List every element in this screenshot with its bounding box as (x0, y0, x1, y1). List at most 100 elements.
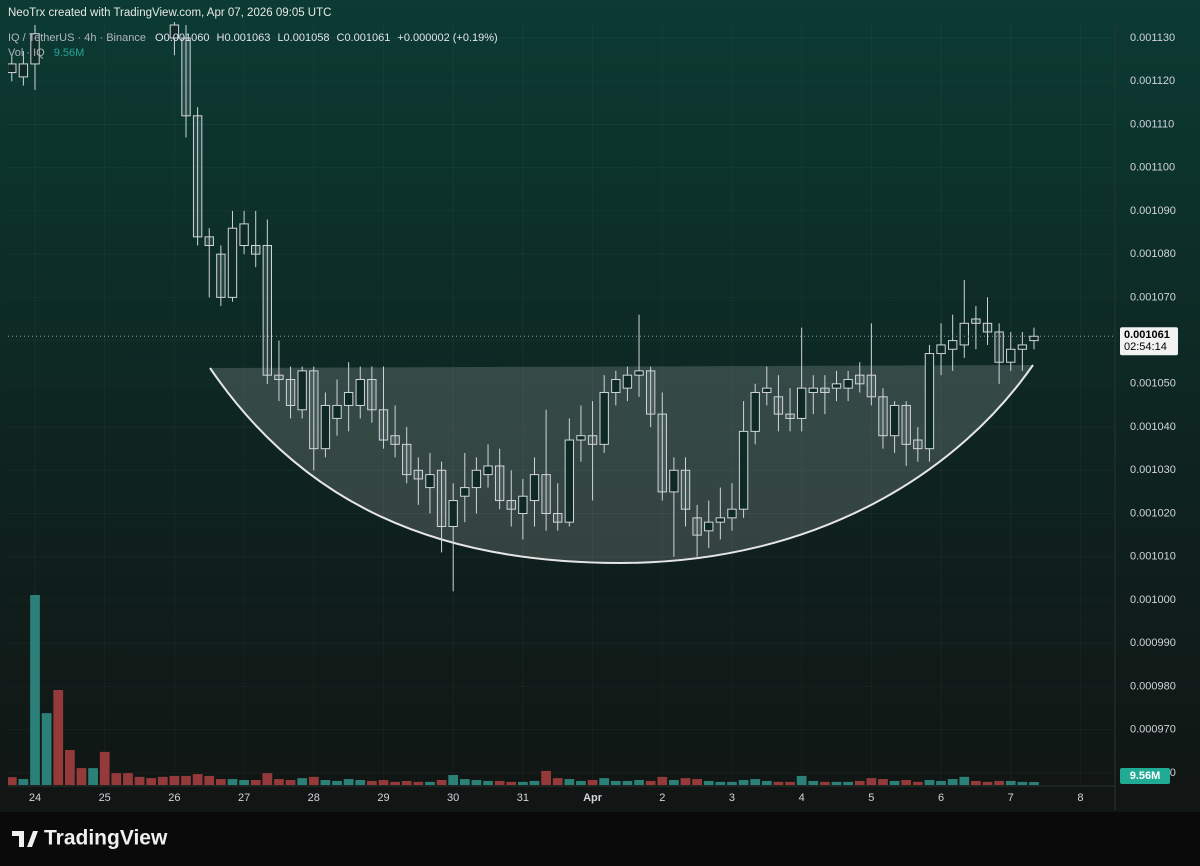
candle-body (285, 379, 296, 406)
volume-bar (134, 776, 145, 785)
candle-body (541, 474, 551, 515)
volume-bar (227, 779, 238, 785)
volume-bar (285, 780, 296, 785)
y-tick-label: 0.001070 (1130, 291, 1176, 303)
candle-body (855, 374, 865, 385)
y-tick-label: 0.001080 (1130, 248, 1176, 260)
volume-bar (308, 776, 319, 785)
x-tick-label: 25 (99, 792, 111, 804)
footer-bar (0, 812, 1200, 866)
candle-body (982, 322, 993, 333)
volume-bar (297, 778, 308, 785)
volume-bar (390, 781, 400, 785)
candle-body (762, 387, 772, 393)
volume-bar (564, 779, 575, 785)
candle-body (518, 495, 528, 515)
candle-body (657, 413, 667, 493)
volume-bar (448, 775, 459, 785)
volume-bar (692, 779, 702, 785)
candle-body (251, 244, 261, 255)
volume-last-label: 9.56M (1130, 770, 1161, 782)
y-tick-label: 0.001120 (1130, 75, 1175, 87)
last-price-label: 0.001061 (1124, 329, 1170, 341)
y-tick-label: 0.001100 (1130, 162, 1175, 174)
volume-bar (483, 780, 493, 785)
volume-bar (936, 780, 946, 785)
volume-bar (796, 775, 807, 785)
candle-body (460, 487, 470, 497)
candle-body (924, 353, 935, 450)
legend-high: H0.001063 (217, 32, 271, 44)
candle-body (169, 24, 180, 39)
candle-body (262, 244, 273, 376)
x-tick-label: 7 (1008, 792, 1014, 804)
volume-bar (169, 775, 180, 785)
volume-bar (41, 713, 52, 785)
volume-bar (738, 780, 749, 785)
volume-bar (8, 777, 17, 785)
cup-area (210, 365, 1033, 563)
volume-bar (680, 778, 691, 785)
volume-bar (1005, 780, 1016, 785)
x-tick-label: 6 (938, 792, 944, 804)
legend-change: +0.000002 (+0.19%) (397, 32, 497, 44)
candle-body (239, 223, 249, 246)
x-tick-label: 28 (308, 792, 320, 804)
volume-bar (982, 781, 993, 785)
candle-body (901, 404, 911, 445)
candle-body (936, 344, 946, 355)
volume-bar (785, 781, 795, 785)
volume-bar (761, 780, 772, 785)
candle-body (332, 404, 342, 419)
volume-bar (576, 780, 586, 785)
volume-bar (610, 780, 621, 785)
volume-bar (320, 780, 331, 785)
volume-bar (250, 780, 261, 785)
volume-bar (843, 781, 854, 785)
candle-body (889, 404, 900, 437)
candles (8, 22, 1115, 592)
volume-bar (123, 773, 133, 785)
y-tick-label: 0.001110 (1130, 118, 1174, 130)
volume-bar (401, 780, 412, 785)
volume-bar (378, 780, 389, 785)
volume-bar (53, 690, 64, 785)
candle-body (587, 435, 598, 445)
volume-bar (1029, 782, 1039, 785)
volume-bar (866, 778, 877, 785)
candle-body (750, 391, 760, 432)
volume-bar (239, 780, 249, 785)
volume-bar (854, 780, 865, 785)
volume-bar (192, 774, 203, 785)
volume-bar (215, 779, 226, 785)
volume-bar (889, 780, 900, 785)
volume-bar (808, 780, 819, 785)
y-tick-label: 0.001090 (1130, 205, 1176, 217)
volume-bar (773, 781, 784, 785)
volume-bar (924, 780, 935, 785)
candle-body (297, 370, 307, 411)
volume-bar (901, 780, 912, 785)
candle-body (878, 396, 888, 437)
volume-bar (413, 781, 424, 785)
volume-bar (494, 780, 505, 785)
x-tick-label: 2 (659, 792, 665, 804)
volume-bar (343, 779, 354, 785)
candle-body (831, 383, 842, 389)
candle-body (820, 387, 830, 393)
candle-body (274, 374, 284, 381)
y-tick-label: 0.000980 (1130, 680, 1176, 692)
volume-legend: Vol · IQ 9.56M (8, 47, 84, 59)
volume-bar (355, 780, 366, 785)
candle-body (18, 63, 29, 78)
candle-body (506, 500, 516, 510)
candle-body (30, 33, 40, 65)
candle-body (843, 379, 853, 389)
volume-bar (912, 781, 923, 785)
candle-body (1029, 335, 1039, 342)
candle-body (320, 404, 331, 450)
candle-body (808, 387, 818, 393)
volume-bar (274, 779, 284, 785)
volume-bar (657, 776, 668, 785)
volume-bar (459, 779, 470, 785)
